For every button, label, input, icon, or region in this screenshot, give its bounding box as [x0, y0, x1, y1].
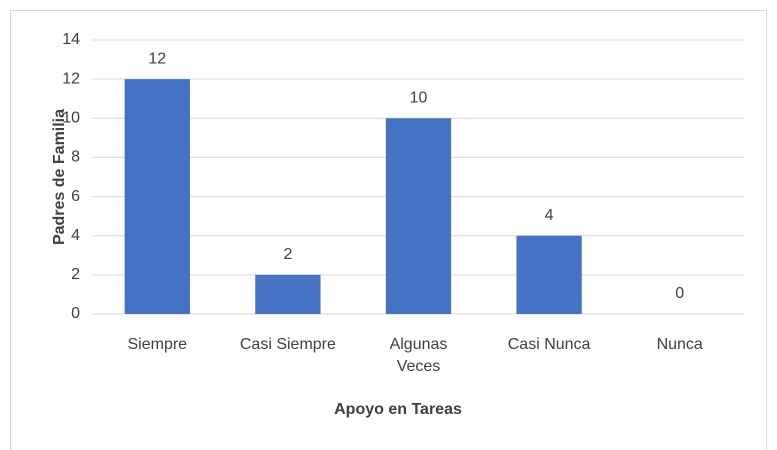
- bar: [124, 79, 190, 315]
- y-axis-title: Padres de Familia: [51, 109, 68, 245]
- y-tick-label: 14: [62, 31, 80, 48]
- y-tick-label: 8: [71, 149, 80, 166]
- y-tick-label: 4: [71, 227, 80, 244]
- x-tick-label: Casi Nunca: [507, 336, 591, 353]
- y-tick-label: 6: [71, 188, 80, 205]
- x-tick-label: Nunca: [656, 336, 703, 353]
- data-label: 12: [148, 50, 166, 67]
- bar: [516, 235, 582, 314]
- data-label: 0: [675, 285, 684, 302]
- data-label: 10: [410, 90, 428, 107]
- x-tick-label: Algunas Veces: [389, 336, 448, 375]
- y-tick-label: 0: [71, 305, 80, 322]
- x-axis-title: Apoyo en Tareas: [334, 401, 462, 418]
- y-tick-label: 10: [62, 110, 80, 127]
- data-label: 2: [283, 246, 292, 263]
- data-label: 4: [545, 207, 554, 224]
- y-tick-label: 12: [62, 70, 80, 87]
- y-tick-label: 2: [71, 266, 80, 283]
- bar: [255, 274, 321, 314]
- x-tick-label: Casi Siempre: [239, 336, 336, 353]
- chart-border: [10, 10, 767, 450]
- bar: [385, 118, 452, 315]
- x-tick-label: Siempre: [127, 336, 188, 353]
